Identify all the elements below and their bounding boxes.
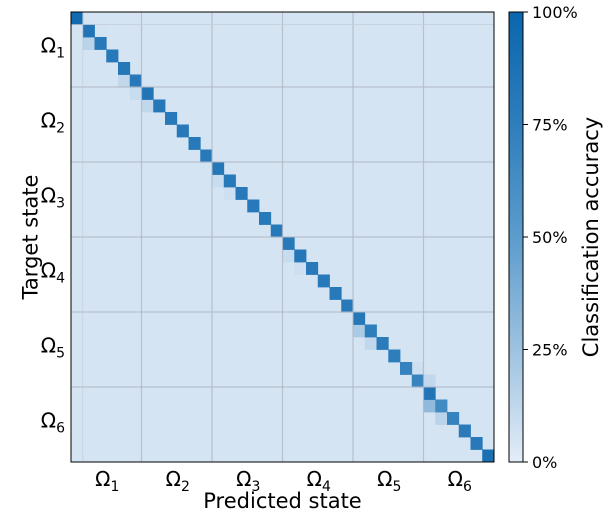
- colorbar-tick-label: 25%: [532, 341, 568, 360]
- heatmap-cell: [353, 324, 366, 338]
- heatmap-diagonal-cell: [82, 24, 95, 38]
- heatmap-diagonal-cell: [282, 237, 295, 250]
- y-axis-ticks: Ω1 Ω2 Ω3 Ω4 Ω5 Ω6: [41, 34, 65, 437]
- heatmap-diagonal-cell: [259, 212, 272, 225]
- heatmap-diagonal-cell: [94, 37, 107, 50]
- colorbar-tick-label: 0%: [532, 453, 557, 472]
- x-tick-label: Ω2: [166, 467, 190, 495]
- colorbar-tick-label: 75%: [532, 116, 568, 135]
- heatmap-diagonal-cell: [188, 137, 201, 150]
- heatmap-diagonal-cell: [364, 324, 377, 338]
- heatmap-diagonal-cell: [270, 224, 283, 238]
- heatmap-diagonal-cell: [353, 312, 366, 325]
- x-tick-label: Ω3: [236, 467, 260, 495]
- heatmap-cell: [411, 362, 424, 375]
- heatmap-diagonal-cell: [165, 112, 178, 125]
- heatmap-diagonal-cell: [294, 249, 307, 263]
- x-tick-label: Ω6: [448, 467, 472, 495]
- heatmap-diagonal-cell: [458, 424, 471, 438]
- heatmap-cell: [94, 24, 107, 38]
- heatmap-diagonal-cell: [470, 437, 483, 450]
- colorbar-tick-label: 50%: [532, 228, 568, 247]
- heatmap-diagonal-cell: [376, 337, 389, 350]
- heatmap-diagonal-cell: [235, 187, 248, 200]
- heatmap-cell: [223, 187, 236, 200]
- y-axis-label: Target state: [18, 175, 42, 301]
- heatmap-diagonal-cell: [223, 174, 236, 188]
- colorbar-label: Classification accuracy: [579, 117, 603, 357]
- colorbar-tick-label: 100%: [532, 3, 578, 22]
- heatmap-cell: [294, 262, 307, 275]
- y-tick-label: Ω3: [41, 184, 65, 212]
- heatmap-diagonal-cell: [106, 49, 119, 63]
- x-axis-label: Predicted state: [203, 489, 361, 513]
- heatmap-cell: [129, 87, 142, 100]
- y-tick-label: Ω2: [41, 109, 65, 137]
- heatmap-diagonal-cell: [423, 387, 436, 400]
- heatmap-diagonal-cell: [341, 299, 354, 313]
- y-tick-label: Ω5: [41, 334, 65, 362]
- heatmap-diagonal-cell: [435, 399, 448, 413]
- heatmap-cell: [141, 99, 154, 113]
- group-grid-lines: [71, 12, 494, 462]
- heatmap-cell: [82, 37, 95, 50]
- heatmap-diagonal-cell: [141, 87, 154, 100]
- heatmap-diagonal-cell: [71, 12, 84, 25]
- colorbar-ticks: 0% 25% 50% 75% 100%: [523, 3, 578, 472]
- heatmap-diagonal-cell: [411, 374, 424, 388]
- x-tick-label: Ω4: [307, 467, 331, 495]
- heatmap-cell: [364, 337, 377, 350]
- plot-frame: [70, 11, 495, 463]
- heatmap-cell: [118, 74, 131, 88]
- y-tick-label: Ω6: [41, 409, 65, 437]
- heatmap-diagonal-cell: [482, 449, 495, 463]
- y-tick-label: Ω1: [41, 34, 65, 62]
- x-tick-label: Ω5: [377, 467, 401, 495]
- heatmap-diagonal-cell: [400, 362, 413, 375]
- heatmap-diagonal-cell: [317, 274, 330, 288]
- heatmap-diagonal-cell: [200, 149, 213, 163]
- x-tick-label: Ω1: [95, 467, 119, 495]
- heatmap-diagonal-cell: [329, 287, 342, 300]
- heatmap-cell: [212, 174, 225, 188]
- heatmap-diagonal-cell: [247, 199, 260, 213]
- heatmap-cell: [423, 399, 436, 413]
- y-tick-label: Ω4: [41, 259, 65, 287]
- heatmap-cell: [435, 412, 448, 425]
- heatmap-diagonal-cell: [129, 74, 142, 88]
- heatmap-diagonal-cell: [447, 412, 460, 425]
- heatmap-cell: [423, 374, 436, 388]
- heatmap-diagonal-cell: [153, 99, 166, 113]
- heatmap-diagonal-cell: [306, 262, 319, 275]
- x-axis-ticks: Ω1 Ω2 Ω3 Ω4 Ω5 Ω6: [95, 467, 472, 495]
- heatmap-diagonal-cell: [212, 162, 225, 175]
- heatmap-diagonal-cell: [388, 349, 401, 363]
- heatmap-diagonal-cell: [118, 62, 131, 75]
- heatmap-diagonal-cell: [176, 124, 189, 138]
- colorbar: [508, 11, 524, 463]
- heatmap-cell: [282, 249, 295, 263]
